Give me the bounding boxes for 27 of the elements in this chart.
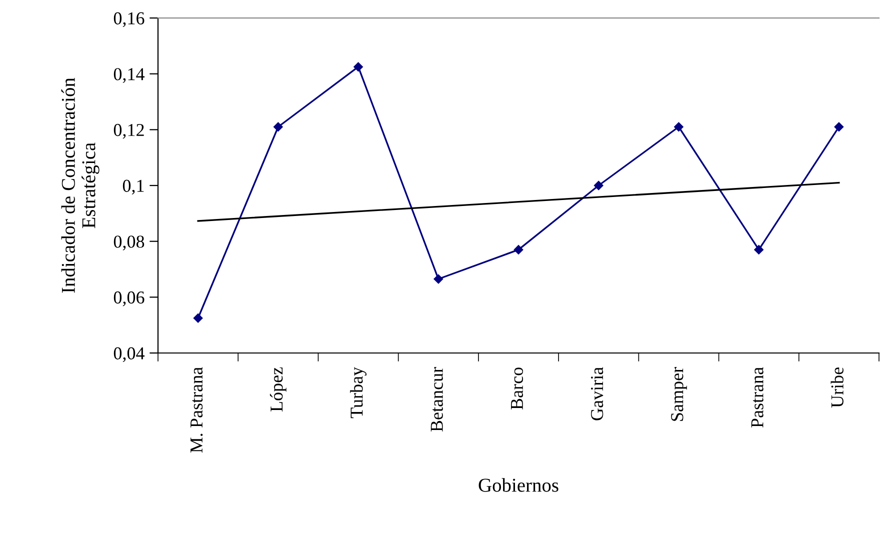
x-tick-label: M. Pastrana xyxy=(190,367,203,453)
point xyxy=(594,180,604,190)
y-tick-label: 0,08 xyxy=(114,236,144,250)
y-axis-title: Indicador de Concentración Estratégica xyxy=(61,78,100,293)
point xyxy=(514,245,524,254)
y-tick-label: 0,16 xyxy=(114,12,144,28)
x-tick-label: Gaviria xyxy=(590,367,604,420)
point xyxy=(754,245,764,254)
x-tick-label: Barco xyxy=(511,368,524,410)
y-tick-label: 0,06 xyxy=(114,291,144,306)
x-tick-label: Turbay xyxy=(350,366,366,418)
x-tick-label: Betancur xyxy=(430,367,443,432)
point xyxy=(354,62,363,72)
x-tick-label: Uribe xyxy=(830,368,844,408)
point xyxy=(274,122,283,132)
x-tick-label: Pastrana xyxy=(751,367,764,428)
x-axis-title: Gobiernos xyxy=(478,478,558,492)
y-tick-label: 0,04 xyxy=(114,347,145,362)
y-tick-label: 0,14 xyxy=(114,68,145,83)
point xyxy=(193,313,203,323)
point xyxy=(834,122,844,132)
y-tick-label: 0,12 xyxy=(114,124,144,139)
y-tick-label: 0,1 xyxy=(122,180,144,195)
point xyxy=(434,274,444,284)
x-tick-label: Samper xyxy=(671,367,687,421)
x-tick-label: López xyxy=(270,367,286,412)
point xyxy=(674,122,684,132)
